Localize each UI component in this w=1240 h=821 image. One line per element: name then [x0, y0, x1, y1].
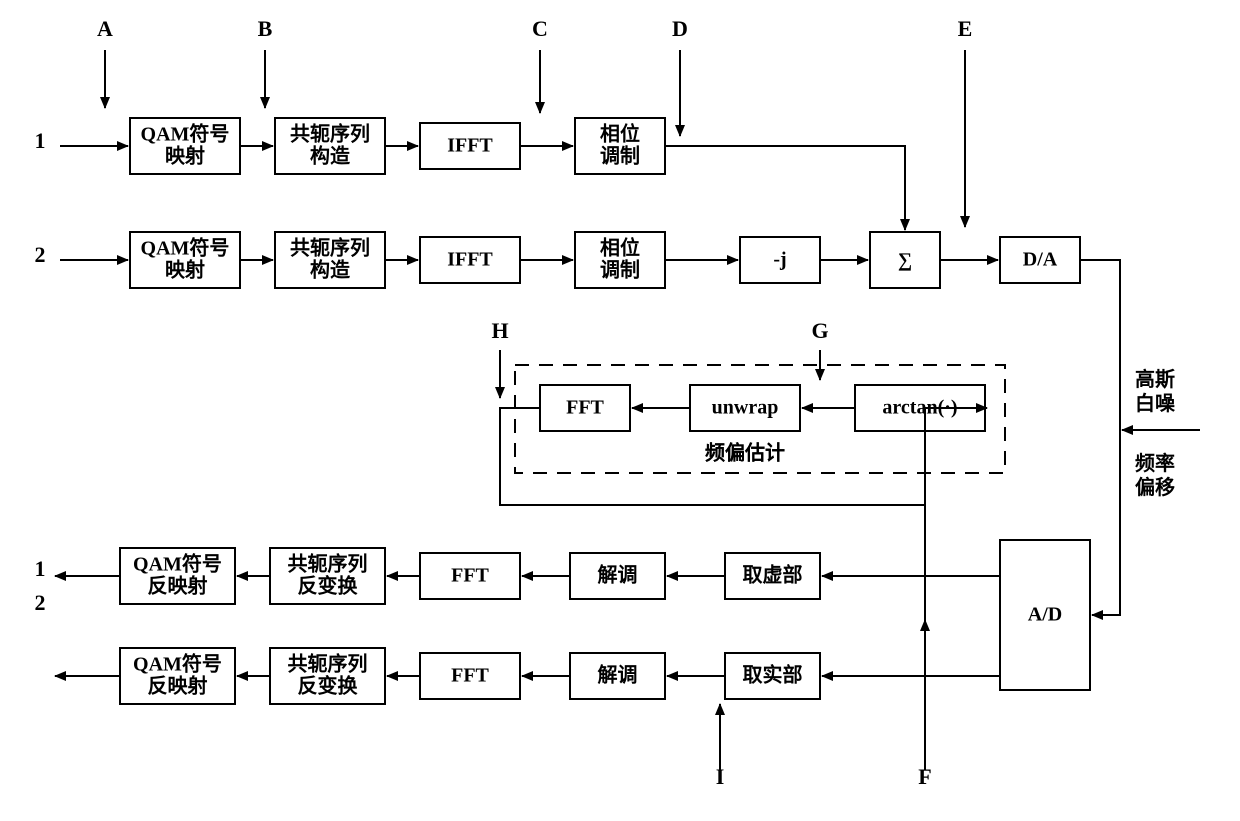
svg-text:反变换: 反变换	[298, 574, 359, 598]
svg-text:频率: 频率	[1135, 451, 1175, 475]
svg-text:共轭序列: 共轭序列	[290, 236, 370, 260]
svg-text:解调: 解调	[598, 663, 638, 687]
svg-text:G: G	[811, 318, 828, 343]
svg-text:2: 2	[35, 242, 46, 267]
block-diagram: QAM符号映射共轭序列构造IFFT相位调制QAM符号映射共轭序列构造IFFT相位…	[0, 0, 1240, 821]
block-iconj1: 共轭序列反变换	[270, 548, 385, 604]
block-fft1: FFT	[420, 553, 520, 599]
svg-text:反映射: 反映射	[148, 674, 208, 698]
svg-text:取虚部: 取虚部	[743, 563, 803, 587]
svg-text:QAM符号: QAM符号	[133, 552, 222, 576]
block-fft_e: FFT	[540, 385, 630, 431]
block-sum: ∑	[870, 232, 940, 288]
block-imag: 取虚部	[725, 553, 820, 599]
svg-text:FFT: FFT	[451, 665, 489, 687]
svg-text:构造: 构造	[310, 258, 351, 282]
svg-text:映射: 映射	[165, 258, 205, 282]
svg-text:取实部: 取实部	[743, 663, 803, 687]
svg-text:调制: 调制	[600, 145, 640, 168]
block-real: 取实部	[725, 653, 820, 699]
svg-text:反变换: 反变换	[298, 674, 359, 698]
svg-text:QAM符号: QAM符号	[133, 652, 222, 676]
svg-text:A/D: A/D	[1028, 604, 1062, 626]
svg-text:共轭序列: 共轭序列	[290, 122, 370, 146]
svg-text:共轭序列: 共轭序列	[288, 552, 368, 576]
svg-text:1: 1	[35, 128, 46, 153]
arrow-ad_real	[925, 576, 1000, 676]
svg-text:unwrap: unwrap	[712, 397, 779, 419]
svg-text:1: 1	[35, 556, 46, 581]
svg-text:FFT: FFT	[451, 565, 489, 587]
arrow-a4	[665, 146, 905, 230]
svg-text:相位: 相位	[600, 236, 640, 260]
svg-text:D: D	[672, 16, 688, 41]
block-mj: -j	[740, 237, 820, 283]
svg-text:相位: 相位	[600, 122, 640, 146]
block-conj2: 共轭序列构造	[275, 232, 385, 288]
arrow-ad_arc	[925, 408, 1000, 576]
block-qam1: QAM符号映射	[130, 118, 240, 174]
svg-text:QAM符号: QAM符号	[141, 122, 230, 146]
svg-text:FFT: FFT	[566, 397, 604, 419]
svg-text:高斯: 高斯	[1135, 367, 1175, 391]
svg-text:2: 2	[35, 590, 46, 615]
svg-text:构造: 构造	[310, 144, 351, 168]
block-unwrap: unwrap	[690, 385, 800, 431]
block-ifft1: IFFT	[420, 123, 520, 169]
svg-text:偏移: 偏移	[1135, 475, 1175, 499]
block-da: D/A	[1000, 237, 1080, 283]
svg-text:E: E	[958, 16, 973, 41]
block-iqam2: QAM符号反映射	[120, 648, 235, 704]
svg-text:D/A: D/A	[1023, 249, 1058, 271]
block-qam2: QAM符号映射	[130, 232, 240, 288]
svg-text:解调: 解调	[598, 563, 638, 587]
svg-text:A: A	[97, 16, 113, 41]
svg-text:H: H	[491, 318, 508, 343]
svg-text:映射: 映射	[165, 144, 205, 168]
svg-text:IFFT: IFFT	[447, 135, 493, 157]
block-fft2: FFT	[420, 653, 520, 699]
svg-text:IFFT: IFFT	[447, 249, 493, 271]
svg-text:调制: 调制	[600, 259, 640, 282]
svg-text:QAM符号: QAM符号	[141, 236, 230, 260]
svg-text:反映射: 反映射	[148, 574, 208, 598]
block-demod2: 解调	[570, 653, 665, 699]
block-iconj2: 共轭序列反变换	[270, 648, 385, 704]
block-demod1: 解调	[570, 553, 665, 599]
block-ad: A/D	[1000, 540, 1090, 690]
svg-text:∑: ∑	[898, 250, 912, 272]
block-pm2: 相位调制	[575, 232, 665, 288]
block-iqam1: QAM符号反映射	[120, 548, 235, 604]
svg-text:白噪: 白噪	[1135, 391, 1176, 415]
block-conj1: 共轭序列构造	[275, 118, 385, 174]
svg-text:频偏估计: 频偏估计	[705, 441, 785, 465]
block-pm1: 相位调制	[575, 118, 665, 174]
svg-text:共轭序列: 共轭序列	[288, 652, 368, 676]
svg-text:B: B	[258, 16, 273, 41]
svg-text:C: C	[532, 16, 548, 41]
svg-text:-j: -j	[773, 249, 786, 271]
block-ifft2: IFFT	[420, 237, 520, 283]
